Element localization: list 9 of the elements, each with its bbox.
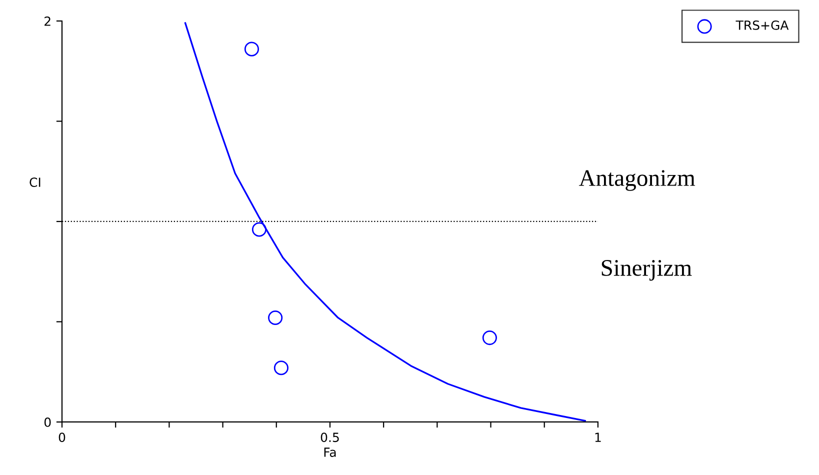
legend-label: TRS+GA — [736, 20, 789, 30]
x-tick-label: 0 — [58, 432, 66, 442]
x-tick-label: 1 — [595, 432, 601, 442]
x-axis-title: Fa — [324, 448, 336, 457]
y-axis-title: CI — [30, 178, 40, 187]
text: Sinerjizm — [602, 260, 692, 281]
y-tick-label: 2 — [44, 16, 50, 26]
annotation: Antagonizm — [578, 170, 696, 191]
x-tick-label: 0.5 — [320, 432, 339, 442]
